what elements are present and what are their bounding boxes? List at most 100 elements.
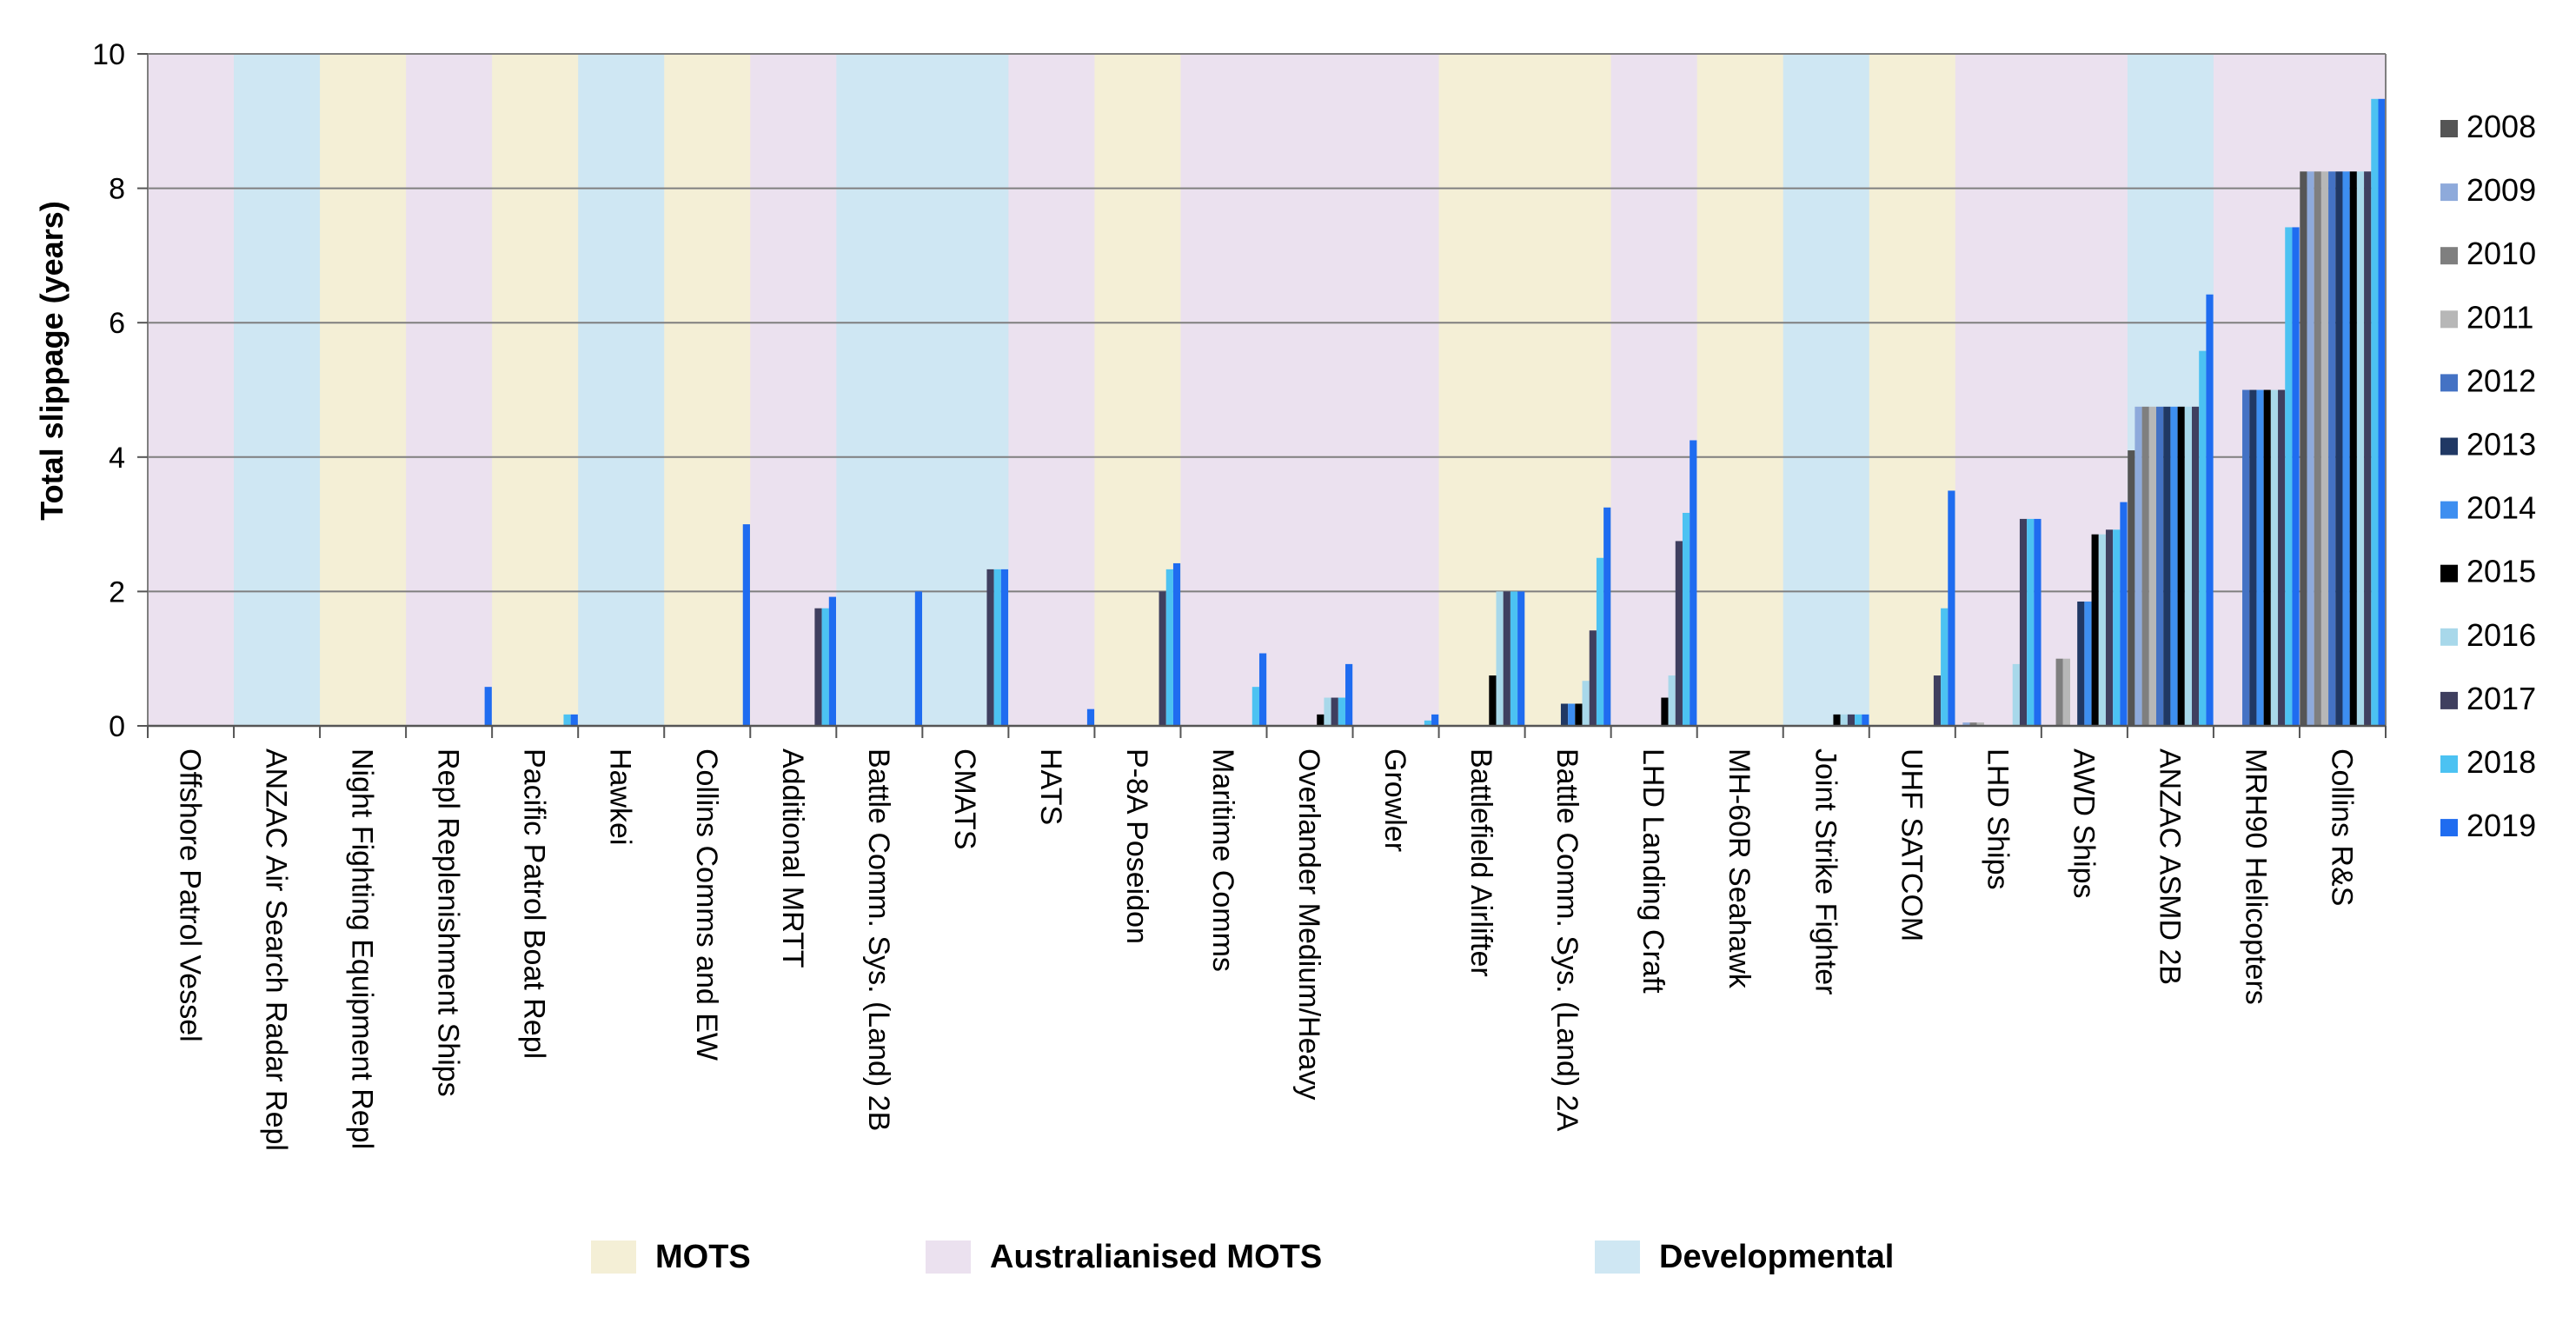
bar-2016-22 xyxy=(2098,534,2106,726)
band-dev xyxy=(234,54,321,726)
bar-2016-19 xyxy=(1840,714,1848,726)
bar-2019-9 xyxy=(1000,569,1009,726)
bar-2016-15 xyxy=(1496,591,1504,726)
bar-2018-19 xyxy=(1855,714,1862,726)
bar-2015-22 xyxy=(2091,534,2099,726)
category-label: MRH90 Helicopters xyxy=(2239,748,2272,1005)
bar-2018-13 xyxy=(1338,697,1346,726)
band-dev xyxy=(1783,54,1870,726)
category-bands xyxy=(148,54,2387,726)
bar-2019-20 xyxy=(1948,490,1955,726)
legend-label-2008: 2008 xyxy=(2466,109,2536,144)
bar-2019-14 xyxy=(1431,714,1439,726)
category-label: LHD Landing Craft xyxy=(1637,748,1670,994)
bar-2018-22 xyxy=(2113,529,2121,726)
band-legend-swatch-aus xyxy=(926,1241,971,1274)
legend-label-2017: 2017 xyxy=(2466,681,2536,716)
bar-2010-23 xyxy=(2141,406,2149,726)
bar-2019-11 xyxy=(1172,562,1181,726)
bar-2015-13 xyxy=(1317,714,1325,726)
series-legend: 2008 2009 2010 2011 2012 2013 2014 2015 2016 2017… xyxy=(2440,109,2536,843)
bar-2019-8 xyxy=(914,591,923,726)
bar-2013-22 xyxy=(2077,601,2085,726)
bar-2013-16 xyxy=(1560,703,1569,726)
category-label: HATS xyxy=(1034,748,1067,825)
category-label: Additional MRTT xyxy=(776,748,809,968)
band-legend-swatch-dev xyxy=(1595,1241,1640,1274)
legend-label-2010: 2010 xyxy=(2466,236,2536,271)
band-legend-label-dev: Developmental xyxy=(1659,1239,1894,1275)
band-legend-swatch-mots xyxy=(591,1241,636,1274)
band-mots xyxy=(1696,54,1784,726)
category-label: Joint Strike Fighter xyxy=(1809,748,1842,994)
band-aus xyxy=(1266,54,1354,726)
legend-label-2009: 2009 xyxy=(2466,172,2536,208)
bar-2019-10 xyxy=(1086,708,1095,726)
category-label: Night Fighting Equipment Repl xyxy=(346,748,379,1149)
legend-swatch-2012 xyxy=(2440,374,2458,392)
band-mots xyxy=(492,54,579,726)
legend-swatch-2009 xyxy=(2440,183,2458,202)
bar-2010-21 xyxy=(1969,722,1977,726)
bar-2017-19 xyxy=(1847,714,1856,726)
bar-2016-13 xyxy=(1324,697,1331,726)
bar-2017-25 xyxy=(2364,171,2372,726)
legend-label-2016: 2016 xyxy=(2466,617,2536,653)
bar-2009-23 xyxy=(2134,406,2142,726)
bar-2017-15 xyxy=(1503,591,1510,726)
bar-2018-20 xyxy=(1941,608,1949,726)
bar-2017-23 xyxy=(2192,406,2200,726)
bar-2012-25 xyxy=(2328,171,2336,726)
legend-swatch-2019 xyxy=(2440,819,2458,837)
legend-swatch-2018 xyxy=(2440,755,2458,773)
bar-2010-22 xyxy=(2055,658,2063,726)
bar-2019-21 xyxy=(2034,518,2042,726)
bar-2008-23 xyxy=(2128,450,2135,726)
legend-swatch-2008 xyxy=(2440,120,2458,137)
category-label: P-8A Poseidon xyxy=(1120,748,1153,944)
x-category-labels: Offshore Patrol Vessel ANZAC Air Search R… xyxy=(174,748,2359,1151)
legend-swatch-2013 xyxy=(2440,437,2458,456)
category-label: Offshore Patrol Vessel xyxy=(174,748,207,1042)
band-mots xyxy=(664,54,751,726)
band-aus xyxy=(406,54,493,726)
band-legend-label-mots: MOTS xyxy=(655,1239,751,1275)
category-label: Maritime Comms xyxy=(1206,748,1239,972)
category-label: Battle Comm. Sys. (Land) 2A xyxy=(1550,748,1583,1132)
bar-2018-11 xyxy=(1165,569,1173,726)
legend-label-2011: 2011 xyxy=(2466,299,2533,335)
bar-2013-23 xyxy=(2163,406,2171,726)
bar-2012-24 xyxy=(2242,389,2250,726)
band-aus xyxy=(1352,54,1440,726)
bar-2011-21 xyxy=(1976,722,1984,726)
y-tick-label: 2 xyxy=(109,575,125,609)
bar-2012-23 xyxy=(2156,406,2164,726)
bar-2015-23 xyxy=(2177,406,2185,726)
band-mots xyxy=(320,54,407,726)
y-tick-label: 10 xyxy=(92,38,125,71)
category-label: ANZAC Air Search Radar Repl xyxy=(260,748,293,1151)
category-label: Battlefield Airlifter xyxy=(1464,748,1497,977)
bar-2009-25 xyxy=(2307,171,2314,726)
bar-2017-9 xyxy=(986,569,994,726)
bar-2019-25 xyxy=(2378,98,2386,726)
bar-2018-4 xyxy=(563,714,571,726)
bar-2018-15 xyxy=(1510,591,1518,726)
bar-2019-23 xyxy=(2206,294,2214,726)
bars xyxy=(484,98,2386,727)
band-aus xyxy=(1008,54,1095,726)
bar-2015-17 xyxy=(1661,697,1669,726)
bar-2013-24 xyxy=(2249,389,2257,726)
bar-2019-7 xyxy=(828,596,836,726)
bar-2018-24 xyxy=(2285,227,2293,727)
bar-2011-22 xyxy=(2062,658,2070,726)
bar-2014-24 xyxy=(2256,389,2264,726)
legend-swatch-2015 xyxy=(2440,564,2458,582)
category-label: Battle Comm. Sys. (Land) 2B xyxy=(862,748,895,1131)
category-label: ANZAC ASMD 2B xyxy=(2153,748,2186,985)
bar-2017-7 xyxy=(814,608,822,726)
bar-2015-25 xyxy=(2349,171,2357,726)
bar-2019-4 xyxy=(570,714,578,726)
category-label: CMATS xyxy=(948,748,981,849)
bar-2019-6 xyxy=(742,524,750,726)
